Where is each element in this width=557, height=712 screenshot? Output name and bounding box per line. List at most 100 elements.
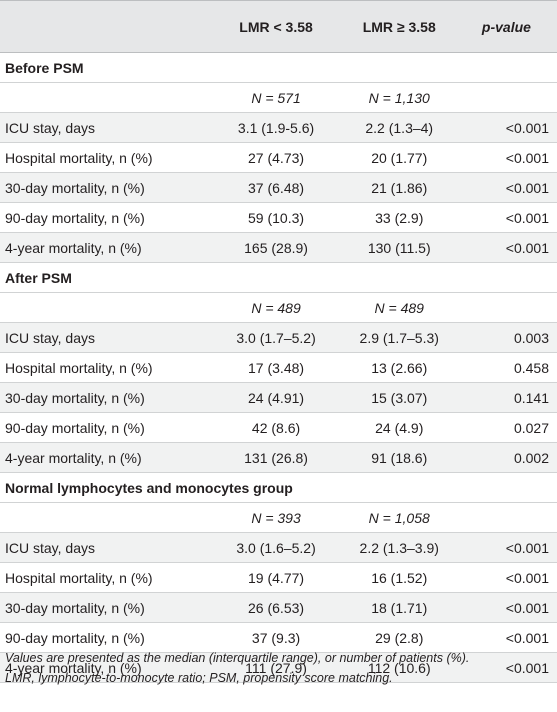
value-lmr-low: 3.0 (1.6–5.2)	[214, 532, 338, 563]
section-title: Before PSM	[0, 52, 557, 83]
value-lmr-high: 13 (2.66)	[337, 352, 461, 383]
table-body: Before PSM N = 571 N = 1,130 ICU stay, days…	[0, 52, 557, 683]
sample-size-lmr-low: N = 393	[214, 502, 338, 533]
table-row: 4-year mortality, n (%) 111 (27.9) 112 (10…	[0, 652, 557, 683]
row-label: ICU stay, days	[0, 532, 215, 563]
header-row: LMR < 3.58 LMR ≥ 3.58 p-value	[0, 0, 557, 53]
value-lmr-high: 33 (2.9)	[337, 202, 461, 233]
section-title: Normal lymphocytes and monocytes group	[0, 472, 557, 503]
sample-size-row: N = 571 N = 1,130	[0, 82, 557, 113]
p-value-cell: <0.001	[460, 202, 557, 233]
sample-size-lmr-low: N = 489	[214, 292, 338, 323]
sample-size-row: N = 489 N = 489	[0, 292, 557, 323]
row-label: 4-year mortality, n (%)	[0, 652, 215, 683]
value-lmr-high: 2.9 (1.7–5.3)	[337, 322, 461, 353]
header-label-column	[0, 0, 215, 53]
sample-size-lmr-high: N = 1,058	[337, 502, 461, 533]
sample-size-lmr-high: N = 1,130	[337, 82, 461, 113]
header-lmr-low: LMR < 3.58	[214, 0, 338, 53]
p-value-cell: <0.001	[460, 592, 557, 623]
p-value-cell: <0.001	[460, 622, 557, 653]
value-lmr-low: 3.0 (1.7–5.2)	[214, 322, 338, 353]
value-lmr-high: 24 (4.9)	[337, 412, 461, 443]
value-lmr-high: 91 (18.6)	[337, 442, 461, 473]
table-row: Hospital mortality, n (%) 27 (4.73) 20 (1.…	[0, 142, 557, 173]
results-table: LMR < 3.58 LMR ≥ 3.58 p-value Before PSM…	[0, 0, 557, 683]
row-label	[0, 502, 215, 533]
section-title-row: Normal lymphocytes and monocytes group	[0, 472, 557, 503]
table-header: LMR < 3.58 LMR ≥ 3.58 p-value	[0, 0, 557, 53]
table-row: ICU stay, days 3.1 (1.9-5.6) 2.2 (1.3–4) <0…	[0, 112, 557, 143]
table-row: 90-day mortality, n (%) 59 (10.3) 33 (2.9)…	[0, 202, 557, 233]
value-lmr-high: 130 (11.5)	[337, 232, 461, 263]
p-value-cell: <0.001	[460, 532, 557, 563]
footnote-line-2: LMR, lymphocyte-to-monocyte ratio; PSM, …	[5, 671, 393, 685]
section-title-row: Before PSM	[0, 52, 557, 83]
value-lmr-low: 26 (6.53)	[214, 592, 338, 623]
value-lmr-high: 20 (1.77)	[337, 142, 461, 173]
value-lmr-low: 165 (28.9)	[214, 232, 338, 263]
row-label	[0, 82, 215, 113]
table-row: ICU stay, days 3.0 (1.6–5.2) 2.2 (1.3–3.9)…	[0, 532, 557, 563]
row-label: 4-year mortality, n (%)	[0, 232, 215, 263]
row-label: 90-day mortality, n (%)	[0, 412, 215, 443]
row-label	[0, 292, 215, 323]
header-p-value: p-value	[460, 0, 557, 53]
value-lmr-low: 17 (3.48)	[214, 352, 338, 383]
table-row: 30-day mortality, n (%) 26 (6.53) 18 (1.71…	[0, 592, 557, 623]
value-lmr-low: 24 (4.91)	[214, 382, 338, 413]
value-lmr-high: 2.2 (1.3–4)	[337, 112, 461, 143]
p-value-cell: 0.027	[460, 412, 557, 443]
table-row: Hospital mortality, n (%) 17 (3.48) 13 (2.…	[0, 352, 557, 383]
value-lmr-high: 29 (2.8)	[337, 622, 461, 653]
table-row: 30-day mortality, n (%) 24 (4.91) 15 (3.07…	[0, 382, 557, 413]
value-lmr-low: 59 (10.3)	[214, 202, 338, 233]
table-row: 30-day mortality, n (%) 37 (6.48) 21 (1.86…	[0, 172, 557, 203]
p-value-cell	[460, 292, 557, 323]
table-row: ICU stay, days 3.0 (1.7–5.2) 2.9 (1.7–5.3)…	[0, 322, 557, 353]
p-value-cell: 0.003	[460, 322, 557, 353]
footnote-line-1: Values are presented as the median (inte…	[5, 651, 470, 665]
p-value-cell: <0.001	[460, 112, 557, 143]
p-value-cell: <0.001	[460, 172, 557, 203]
value-lmr-low: 37 (6.48)	[214, 172, 338, 203]
value-lmr-low: 37 (9.3)	[214, 622, 338, 653]
value-lmr-high: 2.2 (1.3–3.9)	[337, 532, 461, 563]
sample-size-row: N = 393 N = 1,058	[0, 502, 557, 533]
p-value-cell: <0.001	[460, 652, 557, 683]
p-value-cell: <0.001	[460, 232, 557, 263]
p-value-cell: 0.141	[460, 382, 557, 413]
row-label: Hospital mortality, n (%)	[0, 142, 215, 173]
row-label: 30-day mortality, n (%)	[0, 382, 215, 413]
row-label: Hospital mortality, n (%)	[0, 352, 215, 383]
value-lmr-high: 18 (1.71)	[337, 592, 461, 623]
row-label: 90-day mortality, n (%)	[0, 202, 215, 233]
value-lmr-low: 131 (26.8)	[214, 442, 338, 473]
row-label: ICU stay, days	[0, 112, 215, 143]
row-label: 4-year mortality, n (%)	[0, 442, 215, 473]
row-label: 30-day mortality, n (%)	[0, 592, 215, 623]
p-value-cell: 0.002	[460, 442, 557, 473]
value-lmr-high: 112 (10.6)	[337, 652, 461, 683]
p-value-cell: 0.458	[460, 352, 557, 383]
value-lmr-low: 3.1 (1.9-5.6)	[214, 112, 338, 143]
value-lmr-high: 21 (1.86)	[337, 172, 461, 203]
row-label: Hospital mortality, n (%)	[0, 562, 215, 593]
p-value-cell: <0.001	[460, 562, 557, 593]
p-value-cell: <0.001	[460, 142, 557, 173]
table-row: 4-year mortality, n (%) 165 (28.9) 130 (11…	[0, 232, 557, 263]
value-lmr-high: 15 (3.07)	[337, 382, 461, 413]
sample-size-lmr-low: N = 571	[214, 82, 338, 113]
section-title-row: After PSM	[0, 262, 557, 293]
table-row: Hospital mortality, n (%) 19 (4.77) 16 (1.…	[0, 562, 557, 593]
table-footnote: Values are presented as the median (inte…	[5, 648, 553, 688]
p-value-cell	[460, 502, 557, 533]
row-label: 30-day mortality, n (%)	[0, 172, 215, 203]
value-lmr-low: 111 (27.9)	[214, 652, 338, 683]
row-label: 90-day mortality, n (%)	[0, 622, 215, 653]
row-label: ICU stay, days	[0, 322, 215, 353]
value-lmr-high: 16 (1.52)	[337, 562, 461, 593]
table-row: 4-year mortality, n (%) 131 (26.8) 91 (18.…	[0, 442, 557, 473]
table-row: 90-day mortality, n (%) 37 (9.3) 29 (2.8) <…	[0, 622, 557, 653]
